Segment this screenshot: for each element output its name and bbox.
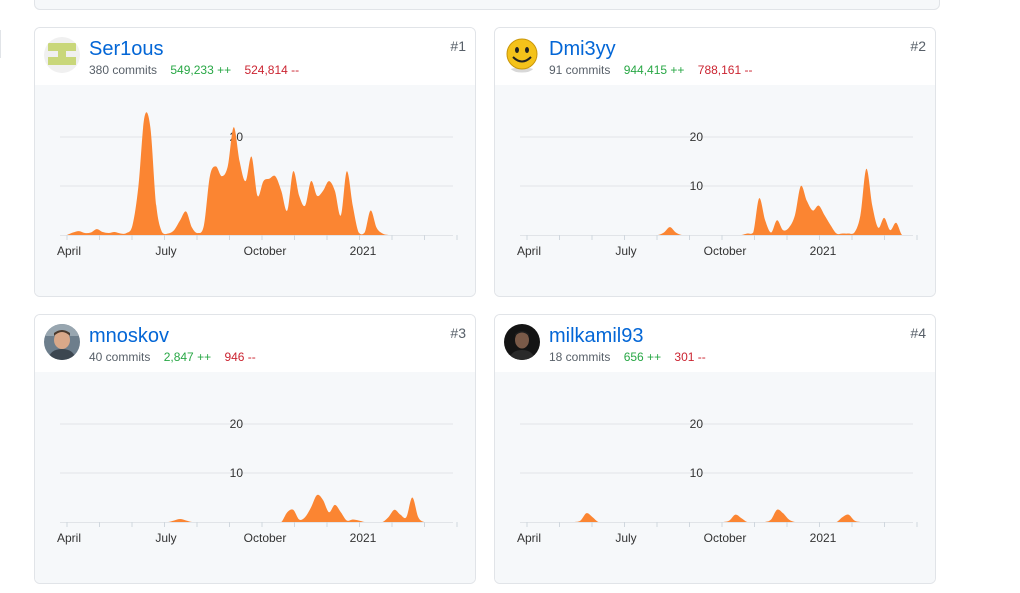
x-tick-label: April [57,531,81,545]
additions-count: 944,415 ++ [623,63,685,77]
contributor-login-link[interactable]: milkamil93 [549,325,644,347]
card-header: mnoskov 40 commits 2,847 ++ 946 -- #3 [35,315,475,373]
commit-count[interactable]: 18 commits [549,350,611,364]
x-tick-label: October [704,244,747,258]
y-tick-label: 10 [690,466,704,480]
additions-count: 549,233 ++ [170,63,232,77]
contributor-card: mnoskov 40 commits 2,847 ++ 946 -- #3 10… [34,314,476,584]
commit-chart: 10 20 April July October 2021 [495,372,935,583]
card-header: milkamil93 18 commits 656 ++ 301 -- #4 [495,315,935,373]
card-header: Ser1ous 380 commits 549,233 ++ 524,814 -… [35,28,475,86]
commit-area-series [67,494,448,522]
contributor-card: milkamil93 18 commits 656 ++ 301 -- #4 1… [494,314,936,584]
commit-area-series [527,168,908,235]
commit-count[interactable]: 40 commits [89,350,151,364]
left-divider [0,30,1,58]
deletions-count: 524,814 -- [244,63,300,77]
deletions-count: 946 -- [224,350,256,364]
x-tick-label: 2021 [350,244,377,258]
x-tick-label: April [517,244,541,258]
x-tick-label: 2021 [810,244,837,258]
deletions-count: 301 -- [674,350,706,364]
contributor-login-link[interactable]: Dmi3yy [549,38,616,60]
contributor-login-link[interactable]: mnoskov [89,325,170,347]
card-header: Dmi3yy 91 commits 944,415 ++ 788,161 -- … [495,28,935,86]
x-tick-label: October [244,531,287,545]
commit-area-chart: 10 20 April July October 2021 [517,417,918,545]
contributor-card: Ser1ous 380 commits 549,233 ++ 524,814 -… [34,27,476,297]
additions-count: 2,847 ++ [163,350,212,364]
x-tick-label: April [57,244,81,258]
commit-chart: 10 20 April July October 2021 [495,85,935,296]
commit-count[interactable]: 91 commits [549,63,611,77]
commit-count[interactable]: 380 commits [89,63,158,77]
deletions-count: 788,161 -- [697,63,753,77]
contributor-stats: 18 commits 656 ++ 301 -- [549,349,706,365]
x-tick-label: July [615,244,636,258]
x-tick-label: October [704,531,747,545]
y-tick-label: 20 [230,417,244,431]
smiley-avatar[interactable] [504,37,540,73]
contributor-card: Dmi3yy 91 commits 944,415 ++ 788,161 -- … [494,27,936,297]
y-tick-label: 20 [690,130,704,144]
x-tick-label: 2021 [810,531,837,545]
x-tick-label: July [155,244,176,258]
contributor-stats: 91 commits 944,415 ++ 788,161 -- [549,62,752,78]
rank-label: #1 [450,38,466,54]
commit-area-chart: 10 20 April July October 2021 [57,417,458,545]
identicon-avatar[interactable] [44,37,80,73]
photo-avatar-dark[interactable] [504,324,540,360]
rank-label: #4 [910,325,926,341]
x-tick-label: October [244,244,287,258]
y-tick-label: 10 [230,466,244,480]
rank-label: #3 [450,325,466,341]
photo-avatar[interactable] [44,324,80,360]
x-tick-label: July [155,531,176,545]
contributor-stats: 40 commits 2,847 ++ 946 -- [89,349,256,365]
rank-label: #2 [910,38,926,54]
y-tick-label: 20 [690,417,704,431]
contributor-login-link[interactable]: Ser1ous [89,38,164,60]
commit-area-series [527,509,908,522]
commit-chart: 10 20 April July October 2021 [35,372,475,583]
x-tick-label: July [615,531,636,545]
y-tick-label: 10 [690,179,704,193]
x-tick-label: 2021 [350,531,377,545]
summary-card-edge [34,0,940,10]
x-tick-label: April [517,531,541,545]
commit-area-series [67,112,448,235]
additions-count: 656 ++ [623,350,662,364]
commit-area-chart: 10 20 April July October 2021 [517,130,918,258]
contributor-stats: 380 commits 549,233 ++ 524,814 -- [89,62,299,78]
